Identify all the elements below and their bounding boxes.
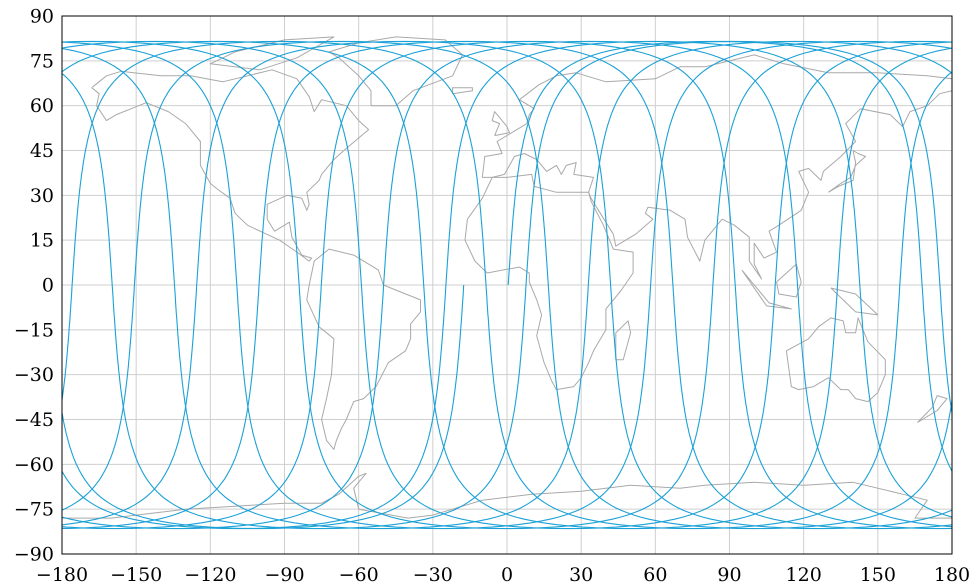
y-axis-tick-labels: 90 75 60 45 30 15 0 −15 −30 −45 −60 −75 −90 [14, 6, 54, 566]
x-tick-label: −180 [36, 564, 88, 586]
ground-track-pass [62, 40, 952, 530]
y-tick-label: −90 [14, 544, 54, 566]
coastline [91, 69, 370, 262]
y-tick-label: 15 [30, 230, 54, 252]
ground-track-pass [62, 40, 952, 530]
x-tick-label: −150 [110, 564, 162, 586]
x-tick-label: −30 [413, 564, 453, 586]
coastline [828, 150, 866, 193]
x-tick-label: 90 [717, 564, 741, 586]
x-axis-tick-labels: −180 −150 −120 −90 −60 −30 0 30 60 90 120 150 180 [36, 564, 970, 586]
ground-track-pass [71, 40, 901, 530]
coastline [830, 287, 879, 316]
y-tick-label: −15 [14, 319, 54, 341]
coastline [741, 269, 792, 310]
ground-track-pass [62, 40, 952, 530]
coastline [328, 36, 463, 107]
ground-track-pass [62, 40, 952, 530]
ground-track-pass [62, 40, 952, 530]
y-tick-label: 0 [42, 275, 54, 297]
ground-track-pass [62, 40, 952, 530]
ground-track-pass [62, 40, 952, 530]
x-tick-label: −120 [184, 564, 236, 586]
x-tick-label: −60 [339, 564, 379, 586]
x-tick-label: 60 [643, 564, 667, 586]
ground-track-pass [62, 40, 952, 530]
ground-track-pass [62, 40, 952, 530]
x-tick-label: 120 [786, 564, 822, 586]
plot-frame [61, 15, 953, 555]
coastline [464, 173, 634, 391]
coastline [615, 320, 632, 361]
coastline [452, 87, 473, 95]
y-tick-label: 30 [30, 185, 54, 207]
ground-track-pass [62, 40, 952, 530]
coastline [62, 472, 952, 537]
ground-track-pass [62, 40, 952, 530]
x-tick-label: 0 [501, 564, 513, 586]
coastline [776, 263, 802, 298]
coastline [306, 248, 421, 450]
y-tick-label: −30 [14, 364, 54, 386]
coastline [491, 111, 510, 137]
x-tick-label: −90 [264, 564, 304, 586]
y-tick-label: 60 [30, 95, 54, 117]
y-tick-label: −75 [14, 499, 54, 521]
y-tick-label: −60 [14, 454, 54, 476]
y-tick-label: −45 [14, 409, 54, 431]
coastline [209, 36, 335, 71]
x-tick-label: 150 [860, 564, 896, 586]
y-tick-label: 90 [30, 6, 54, 28]
x-tick-label: 180 [934, 564, 970, 586]
x-tick-label: 30 [569, 564, 593, 586]
y-tick-label: 75 [30, 50, 54, 72]
ground-track-pass [62, 40, 952, 530]
ground-track-pass [62, 40, 952, 530]
ground-tracks [62, 40, 952, 530]
y-tick-label: 45 [30, 140, 54, 162]
ground-track-pass [62, 40, 952, 530]
